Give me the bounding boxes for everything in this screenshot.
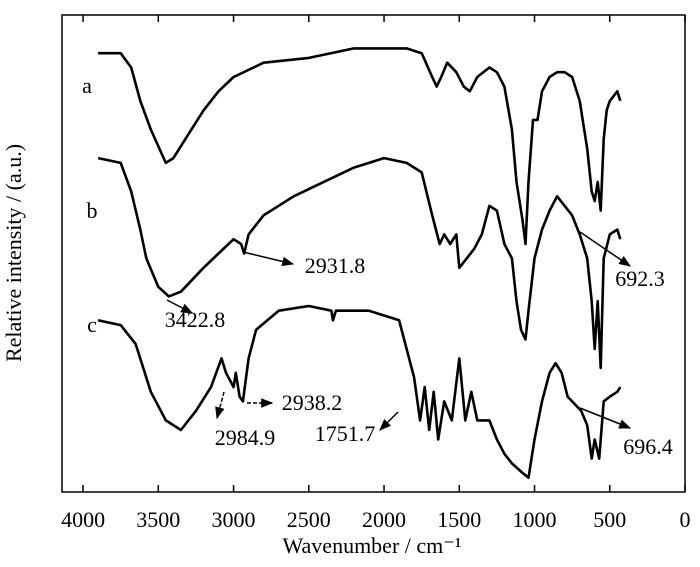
- annotation: 3422.8: [165, 307, 226, 332]
- series-label: c: [87, 312, 97, 337]
- series-label: b: [87, 198, 98, 223]
- annotation: 2938.2: [282, 390, 343, 415]
- spectrum-line: [98, 47, 622, 246]
- x-tick-label: 2000: [362, 507, 406, 532]
- annotation-arrow: [579, 231, 631, 267]
- x-tick-label: 0: [680, 507, 691, 532]
- x-axis-label: Wavenumber / cm⁻¹: [283, 533, 462, 558]
- spectrum-line: [97, 304, 622, 479]
- annotation-arrow: [242, 251, 295, 267]
- y-axis-label: Relative intensity / (a.u.): [1, 144, 26, 362]
- annotation: 2984.9: [215, 425, 276, 450]
- annotation-arrow: [579, 407, 632, 429]
- x-tick-label: 1500: [437, 507, 481, 532]
- x-tick-label: 1000: [513, 507, 557, 532]
- annotation: 696.4: [623, 434, 673, 459]
- x-tick-label: 500: [593, 507, 626, 532]
- spectrum-line: [97, 156, 622, 370]
- annotation-arrow: [215, 391, 225, 420]
- plot-frame: [61, 14, 686, 493]
- annotation-arrow: [166, 299, 194, 314]
- annotation: 2931.8: [305, 253, 366, 278]
- series-label: a: [82, 73, 92, 98]
- x-tick-label: 4000: [61, 507, 105, 532]
- x-tick-label: 3000: [212, 507, 256, 532]
- annotation: 692.3: [615, 266, 665, 291]
- annotation: 1751.7: [315, 421, 376, 446]
- x-tick-label: 3500: [136, 507, 180, 532]
- x-tick-label: 2500: [287, 507, 331, 532]
- annotation-arrow: [379, 411, 399, 431]
